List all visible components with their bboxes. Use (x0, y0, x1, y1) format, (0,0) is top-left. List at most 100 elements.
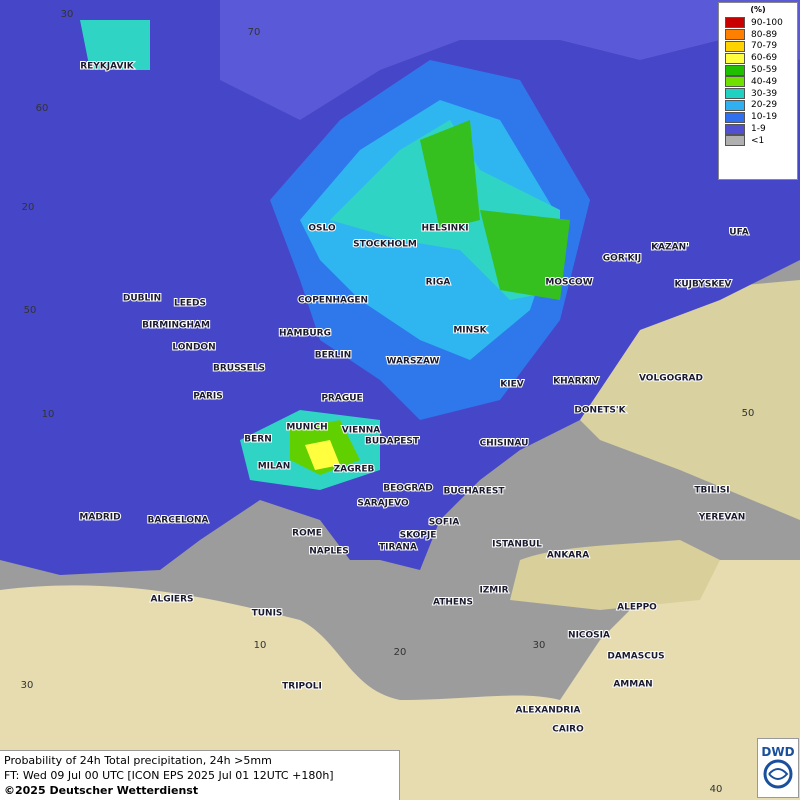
city-label: VOLGOGRAD (639, 374, 703, 384)
legend-swatch (725, 99, 745, 111)
graticule-label: 10 (254, 640, 267, 651)
city-label: DONETS'K (574, 406, 626, 416)
graticule-label: 10 (42, 409, 55, 420)
graticule-label: 70 (248, 27, 261, 38)
city-label: OSLO (308, 224, 336, 234)
graticule-label: 50 (742, 408, 755, 419)
legend-swatch (725, 123, 745, 135)
city-label: BARCELONA (147, 516, 208, 526)
city-label: BERLIN (315, 351, 352, 361)
city-label: STOCKHOLM (353, 240, 417, 250)
legend-item: 30-39 (719, 88, 797, 100)
logo[interactable]: DWD (757, 738, 799, 798)
city-label: KAZAN' (651, 243, 689, 253)
legend-item: 60-69 (719, 52, 797, 64)
city-label: NICOSIA (568, 631, 610, 641)
legend-label: 1-9 (751, 124, 766, 135)
iceland-precip (80, 20, 150, 70)
logo-text: DWD (761, 745, 795, 759)
city-label: GOR'KIJ (603, 254, 641, 264)
graticule-label: 30 (61, 9, 74, 20)
graticule-label: 30 (21, 680, 34, 691)
city-label: COPENHAGEN (298, 296, 368, 306)
city-label: ZAGREB (334, 465, 375, 475)
legend-label: 30-39 (751, 88, 778, 99)
precip-alps-max (305, 440, 340, 470)
legend-label: 80-89 (751, 29, 778, 40)
city-label: BEOGRAD (383, 484, 432, 494)
city-label: ISTANBUL (492, 540, 542, 550)
city-label: WARSZAW (387, 357, 440, 367)
legend-item: 20-29 (719, 99, 797, 112)
legend-label: 20-29 (751, 100, 778, 111)
legend-item: 90-100 (719, 17, 797, 29)
legend: (%) 90-100 80-89 70-79 60-69 50-59 40-49 30-39… (718, 2, 798, 180)
anatolia (510, 540, 720, 610)
city-label: SOFIA (429, 518, 460, 528)
city-label: PRAGUE (321, 394, 362, 404)
legend-swatch (725, 29, 745, 41)
graticule-label: 20 (22, 202, 35, 213)
city-label: BUDAPEST (365, 437, 420, 447)
city-label: ATHENS (433, 598, 473, 608)
city-label: SARAJEVO (357, 499, 409, 509)
precip-40-59 (420, 120, 570, 300)
city-label: BUCHAREST (444, 487, 506, 497)
legend-label: <1 (751, 135, 765, 146)
city-label: NAPLES (309, 547, 348, 557)
city-label: YEREVAN (698, 513, 746, 523)
city-label: LONDON (172, 343, 215, 353)
city-label: UFA (729, 228, 748, 238)
city-label: HELSINKI (421, 224, 468, 234)
legend-label: 70-79 (751, 41, 778, 52)
legend-item: 80-89 (719, 29, 797, 41)
footer-line: FT: Wed 09 Jul 00 UTC [ICON EPS 2025 Jul… (4, 769, 334, 782)
city-label: IZMIR (479, 586, 508, 596)
city-label: BERN (244, 435, 271, 445)
legend-swatch (725, 40, 745, 52)
legend-label: 90-100 (751, 17, 783, 28)
city-label: MINSK (453, 326, 487, 336)
legend-swatch (725, 88, 745, 100)
city-label: BIRMINGHAM (142, 321, 210, 331)
city-label: KHARKIV (553, 377, 599, 387)
graticule-label: 20 (394, 647, 407, 658)
legend-item: 70-79 (719, 40, 797, 53)
city-label: MADRID (79, 513, 120, 523)
city-label: TRIPOLI (282, 682, 322, 692)
graticule-label: 50 (24, 305, 37, 316)
legend-swatch (725, 64, 745, 76)
legend-item: 10-19 (719, 111, 797, 123)
city-label: DAMASCUS (607, 652, 664, 662)
legend-item: <1 (719, 135, 797, 147)
graticule-label: 30 (533, 640, 546, 651)
city-label: VIENNA (342, 426, 381, 436)
city-label: ROME (292, 529, 322, 539)
city-label: ALEPPO (617, 603, 657, 613)
city-label: ANKARA (547, 551, 589, 561)
city-label: TIRANA (379, 543, 417, 553)
city-label: MUNICH (286, 423, 327, 433)
legend-swatch (725, 52, 745, 64)
city-label: DUBLIN (123, 294, 161, 304)
legend-label: 50-59 (751, 65, 778, 76)
legend-swatch (725, 17, 745, 29)
city-label: MILAN (258, 462, 291, 472)
city-label: KUJBYSKEV (675, 280, 732, 290)
footer-line: Probability of 24h Total precipitation, … (4, 754, 272, 767)
city-label: CHISINAU (480, 439, 529, 449)
legend-swatch (725, 111, 745, 123)
legend-item: 50-59 (719, 64, 797, 76)
city-label: LEEDS (174, 299, 206, 309)
legend-item: 1-9 (719, 123, 797, 135)
city-label: MOSCOW (545, 278, 592, 288)
city-label: KIEV (500, 380, 523, 390)
legend-label: 10-19 (751, 112, 778, 123)
graticule-label: 60 (36, 103, 49, 114)
legend-title: (%) (750, 5, 766, 14)
city-label: RIGA (426, 278, 451, 288)
city-label: AMMAN (613, 680, 652, 690)
city-label: CAIRO (552, 725, 584, 735)
